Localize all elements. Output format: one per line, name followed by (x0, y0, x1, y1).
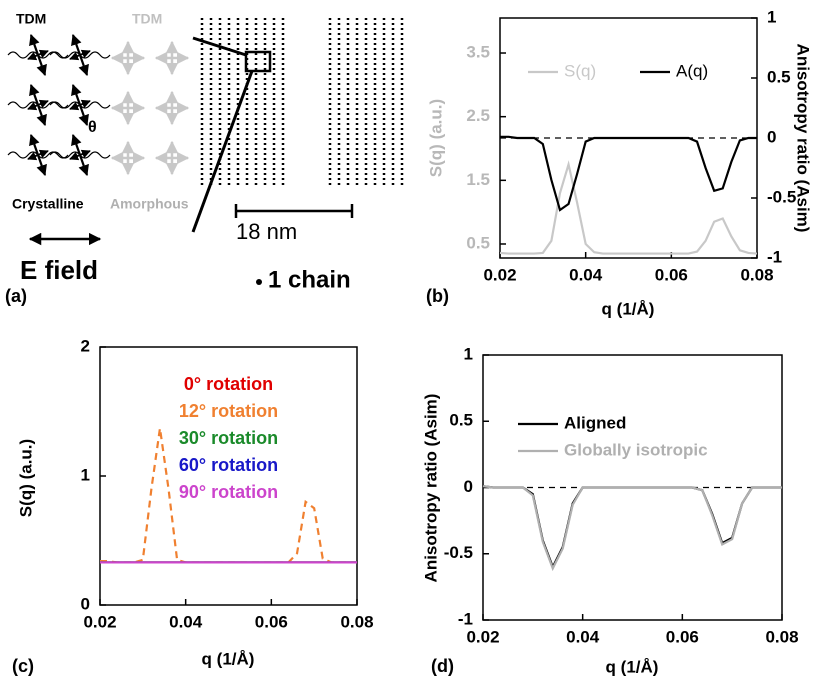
legend-label: 12° rotation (179, 401, 278, 421)
x-axis-label: q (1/Å) (202, 649, 255, 668)
field-label: E field (20, 255, 98, 285)
zoom-box (244, 50, 272, 73)
y-axis-label: S(q) (a.u.) (16, 439, 35, 517)
chain-label: 1 chain (268, 266, 351, 293)
y-tick-label: 0 (81, 594, 90, 613)
panel-a: TDM TDM θ Crystalline Amorphous 18 nm E … (5, 11, 404, 306)
x-tick-label: 0.04 (566, 627, 600, 646)
y-tick-label: -0.5 (444, 543, 473, 562)
y-tick-label: 0 (464, 477, 473, 496)
panel-label: (b) (426, 286, 449, 306)
legend-label: 30° rotation (179, 428, 278, 448)
legend-label: Globally isotropic (564, 440, 708, 459)
chart-panel: 0.02 0.04 0.06 0.08 0.5 1.5 2.5 3.5 -1 -0.5 0 0.5 1 q… (426, 7, 813, 318)
y-tick-label: 0.5 (466, 233, 490, 252)
x-tick-label: 0.08 (740, 265, 773, 284)
data-line (499, 160, 758, 255)
y2-tick-label: -0.5 (767, 187, 796, 206)
panel-label: (d) (431, 656, 454, 676)
y2-axis-label: Anisotropy ratio (Asim) (794, 44, 813, 233)
legend-label: A(q) (676, 61, 708, 80)
zoom-line (191, 70, 254, 233)
tdm-arrow (27, 149, 49, 161)
legend-label: Aligned (564, 413, 626, 432)
tdm-arrow (27, 49, 49, 61)
y2-tick-label: 0.5 (767, 67, 791, 86)
y2-tick-label: -1 (767, 247, 782, 266)
tdm-arrow (69, 99, 91, 111)
bullet (256, 279, 262, 285)
x-tick-label: 0.08 (765, 627, 798, 646)
panel-label: (a) (5, 286, 27, 306)
chart-panel: 0.02 0.04 0.06 0.08 -1 -0.5 0 0.5 1 q (1/Å) Anisot… (421, 344, 798, 676)
x-tick-label: 0.02 (483, 265, 516, 284)
chart-panel: 0.02 0.04 0.06 0.08 0 1 2 q (1/Å) S(q) (a.u.) (c)… (12, 336, 374, 675)
zoom-line (192, 36, 247, 57)
angle-label: θ (88, 119, 97, 136)
tdm-arrow (27, 99, 49, 111)
legend-label: 60° rotation (179, 455, 278, 475)
x-tick-label: 0.04 (169, 612, 203, 631)
y-tick-label: 2 (81, 336, 90, 355)
y-tick-label: 1 (464, 344, 473, 363)
y2-tick-label: 1 (767, 7, 776, 26)
panel-label: (c) (12, 656, 34, 676)
x-tick-label: 0.04 (569, 265, 603, 284)
legend-label: 90° rotation (179, 482, 278, 502)
y-tick-label: 1.5 (466, 170, 490, 189)
x-axis-label: q (1/Å) (602, 299, 655, 318)
data-line (500, 135, 757, 212)
scale-label: 18 nm (236, 219, 297, 244)
x-axis-label: q (1/Å) (606, 657, 659, 676)
x-tick-label: 0.02 (466, 627, 499, 646)
x-tick-label: 0.08 (340, 612, 373, 631)
x-tick-label: 0.02 (83, 612, 116, 631)
y-axis-label: Anisotropy ratio (Asim) (421, 394, 440, 583)
x-tick-label: 0.06 (255, 612, 288, 631)
x-tick-label: 0.06 (666, 627, 699, 646)
tdm-arrow (69, 149, 91, 161)
legend-label: 0° rotation (184, 374, 273, 394)
y-axis-label: S(q) (a.u.) (426, 99, 445, 177)
data-line (482, 485, 782, 572)
legend-label: S(q) (564, 61, 596, 80)
tdm-label: TDM (16, 11, 46, 27)
data-line (482, 485, 782, 570)
y-tick-label: -1 (458, 609, 473, 628)
y-tick-label: 3.5 (466, 42, 490, 61)
crystalline-label: Crystalline (12, 196, 84, 212)
x-tick-label: 0.06 (655, 265, 688, 284)
y-tick-label: 0.5 (449, 411, 473, 430)
y2-tick-label: 0 (767, 127, 776, 146)
tdm-arrow (69, 49, 91, 61)
amorphous-label: Amorphous (110, 196, 189, 212)
y-tick-label: 2.5 (466, 106, 490, 125)
y-tick-label: 1 (81, 465, 90, 484)
tdm-label: TDM (132, 11, 162, 27)
